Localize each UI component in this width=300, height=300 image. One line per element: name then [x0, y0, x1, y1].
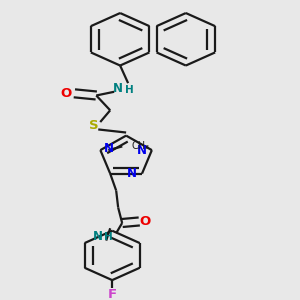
Text: H: H [125, 85, 134, 95]
Text: H: H [104, 232, 112, 242]
Text: N: N [92, 230, 103, 243]
Text: N: N [113, 82, 123, 95]
Text: CH₃: CH₃ [131, 141, 149, 151]
Text: N: N [137, 144, 147, 157]
Text: O: O [140, 215, 151, 228]
Text: F: F [108, 287, 117, 300]
Text: S: S [89, 119, 99, 132]
Text: O: O [61, 87, 72, 100]
Text: N: N [104, 142, 114, 155]
Text: N: N [127, 167, 137, 180]
